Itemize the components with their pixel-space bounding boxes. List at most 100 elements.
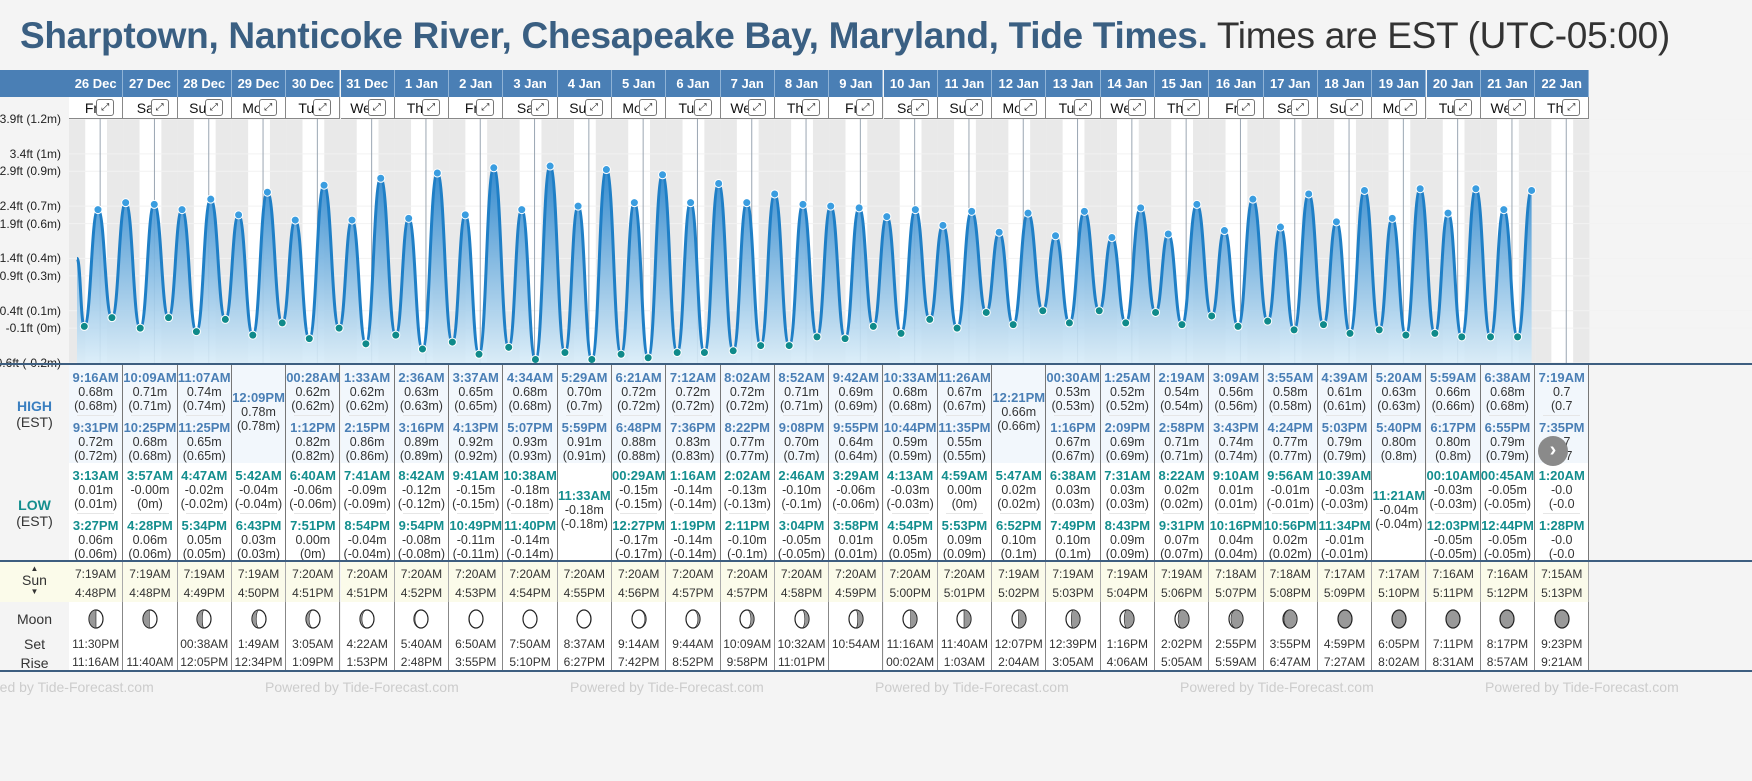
low-tide-point[interactable] xyxy=(135,323,145,333)
expand-day-button[interactable]: ⤢ xyxy=(856,99,875,116)
low-tide-point[interactable] xyxy=(417,344,427,354)
low-tide-point[interactable] xyxy=(361,339,371,349)
high-tide-point[interactable] xyxy=(1079,206,1089,216)
high-tide-point[interactable] xyxy=(798,199,808,209)
low-tide-point[interactable] xyxy=(616,349,626,359)
low-tide-point[interactable] xyxy=(79,321,89,331)
high-tide-point[interactable] xyxy=(770,189,780,199)
high-tide-point[interactable] xyxy=(1415,184,1425,194)
low-tide-point[interactable] xyxy=(1177,320,1187,330)
low-tide-point[interactable] xyxy=(812,332,822,342)
high-tide-point[interactable] xyxy=(432,168,442,178)
high-tide-point[interactable] xyxy=(1304,189,1314,199)
expand-day-button[interactable]: ⤢ xyxy=(422,99,441,116)
expand-day-button[interactable]: ⤢ xyxy=(1019,99,1038,116)
expand-day-button[interactable]: ⤢ xyxy=(639,99,658,116)
expand-day-button[interactable]: ⤢ xyxy=(1182,99,1201,116)
low-tide-point[interactable] xyxy=(896,328,906,338)
high-tide-point[interactable] xyxy=(573,201,583,211)
expand-day-button[interactable]: ⤢ xyxy=(1453,99,1472,116)
low-tide-point[interactable] xyxy=(334,323,344,333)
expand-day-button[interactable]: ⤢ xyxy=(1508,99,1527,116)
low-tide-point[interactable] xyxy=(728,346,738,356)
expand-day-button[interactable]: ⤢ xyxy=(910,99,929,116)
low-tide-point[interactable] xyxy=(107,313,117,323)
low-tide-point[interactable] xyxy=(868,321,878,331)
expand-day-button[interactable]: ⤢ xyxy=(802,99,821,116)
high-tide-point[interactable] xyxy=(404,213,414,223)
low-tide-point[interactable] xyxy=(1345,328,1355,338)
low-tide-point[interactable] xyxy=(560,348,570,358)
expand-day-button[interactable]: ⤢ xyxy=(367,99,386,116)
high-tide-point[interactable] xyxy=(234,210,244,220)
low-tide-point[interactable] xyxy=(756,341,766,351)
low-tide-point[interactable] xyxy=(925,314,935,324)
high-tide-point[interactable] xyxy=(938,220,948,230)
expand-day-button[interactable]: ⤢ xyxy=(965,99,984,116)
high-tide-point[interactable] xyxy=(601,165,611,175)
expand-day-button[interactable]: ⤢ xyxy=(1073,99,1092,116)
low-tide-point[interactable] xyxy=(474,349,484,359)
high-tide-point[interactable] xyxy=(460,210,470,220)
high-tide-point[interactable] xyxy=(1192,199,1202,209)
high-tide-point[interactable] xyxy=(1275,222,1285,232)
low-tide-point[interactable] xyxy=(304,334,314,344)
high-tide-point[interactable] xyxy=(93,205,103,215)
low-tide-point[interactable] xyxy=(1151,307,1161,317)
high-tide-point[interactable] xyxy=(149,199,159,209)
high-tide-point[interactable] xyxy=(262,187,272,197)
high-tide-point[interactable] xyxy=(882,212,892,222)
expand-day-button[interactable]: ⤢ xyxy=(150,99,169,116)
low-tide-point[interactable] xyxy=(981,307,991,317)
high-tide-point[interactable] xyxy=(629,198,639,208)
expand-day-button[interactable]: ⤢ xyxy=(96,99,115,116)
expand-day-button[interactable]: ⤢ xyxy=(584,99,603,116)
low-tide-point[interactable] xyxy=(643,353,653,363)
high-tide-point[interactable] xyxy=(121,198,131,208)
high-tide-point[interactable] xyxy=(658,170,668,180)
expand-day-button[interactable]: ⤢ xyxy=(693,99,712,116)
expand-day-button[interactable]: ⤢ xyxy=(1345,99,1364,116)
high-tide-point[interactable] xyxy=(854,203,864,213)
high-tide-point[interactable] xyxy=(1499,205,1509,215)
low-tide-point[interactable] xyxy=(840,334,850,344)
high-tide-point[interactable] xyxy=(319,180,329,190)
low-tide-point[interactable] xyxy=(1318,320,1328,330)
expand-day-button[interactable]: ⤢ xyxy=(1236,99,1255,116)
expand-day-button[interactable]: ⤢ xyxy=(530,99,549,116)
low-tide-point[interactable] xyxy=(1207,311,1217,321)
high-tide-point[interactable] xyxy=(1387,213,1397,223)
high-tide-point[interactable] xyxy=(1443,208,1453,218)
next-arrow-button[interactable]: › xyxy=(1538,436,1568,466)
high-tide-point[interactable] xyxy=(177,205,187,215)
low-tide-point[interactable] xyxy=(1401,330,1411,340)
low-tide-point[interactable] xyxy=(447,337,457,347)
low-tide-point[interactable] xyxy=(699,348,709,358)
low-tide-point[interactable] xyxy=(504,342,514,352)
low-tide-point[interactable] xyxy=(164,313,174,323)
high-tide-point[interactable] xyxy=(967,206,977,216)
high-tide-point[interactable] xyxy=(714,178,724,188)
low-tide-point[interactable] xyxy=(1430,328,1440,338)
high-tide-point[interactable] xyxy=(1051,231,1061,241)
low-tide-point[interactable] xyxy=(1008,320,1018,330)
low-tide-point[interactable] xyxy=(952,323,962,333)
high-tide-point[interactable] xyxy=(347,215,357,225)
expand-day-button[interactable]: ⤢ xyxy=(204,99,223,116)
high-tide-point[interactable] xyxy=(1219,226,1229,236)
high-tide-point[interactable] xyxy=(1359,185,1369,195)
expand-day-button[interactable]: ⤢ xyxy=(1562,99,1581,116)
low-tide-point[interactable] xyxy=(1263,316,1273,326)
expand-day-button[interactable]: ⤢ xyxy=(476,99,495,116)
expand-day-button[interactable]: ⤢ xyxy=(1127,99,1146,116)
low-tide-point[interactable] xyxy=(277,318,287,328)
expand-day-button[interactable]: ⤢ xyxy=(259,99,278,116)
low-tide-point[interactable] xyxy=(1038,306,1048,316)
low-tide-point[interactable] xyxy=(672,348,682,358)
high-tide-point[interactable] xyxy=(1107,233,1117,243)
high-tide-point[interactable] xyxy=(686,198,696,208)
low-tide-point[interactable] xyxy=(1289,325,1299,335)
high-tide-point[interactable] xyxy=(1248,194,1258,204)
low-tide-point[interactable] xyxy=(1094,306,1104,316)
low-tide-point[interactable] xyxy=(191,327,201,337)
